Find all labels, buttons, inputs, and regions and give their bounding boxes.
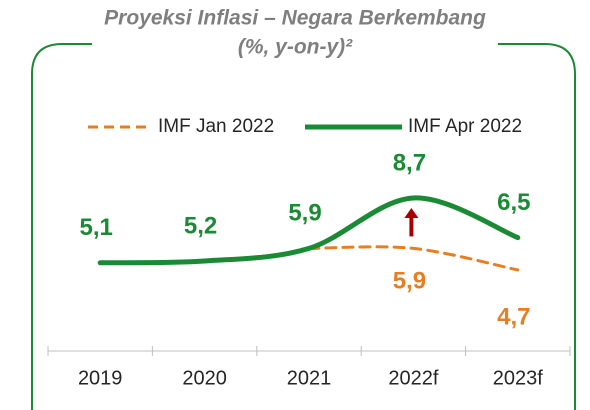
data-label: 5,1 — [80, 214, 113, 241]
x-tick-label: 2019 — [78, 367, 123, 389]
x-tick-label: 2022f — [388, 367, 438, 389]
line-series — [97, 195, 521, 266]
legend-label: IMF Jan 2022 — [158, 116, 274, 137]
data-label: 6,5 — [497, 189, 530, 216]
frame-left — [31, 43, 92, 410]
data-label: 8,7 — [393, 149, 426, 176]
chart-subtitle: (%, y-on-y)² — [238, 36, 353, 59]
line-series — [307, 245, 520, 272]
frame-right — [498, 43, 576, 410]
data-label: 5,9 — [393, 268, 426, 295]
chart-title: Proyeksi Inflasi – Negara Berkembang — [104, 7, 486, 30]
x-tick-label: 2023f — [493, 367, 543, 389]
legend-label: IMF Apr 2022 — [408, 116, 522, 137]
data-label: 5,9 — [288, 200, 321, 227]
data-label: 5,2 — [184, 212, 217, 239]
x-tick-label: 2021 — [287, 367, 332, 389]
data-label: 4,7 — [497, 303, 530, 330]
arrow-head — [404, 208, 419, 218]
x-tick-label: 2020 — [182, 367, 227, 389]
